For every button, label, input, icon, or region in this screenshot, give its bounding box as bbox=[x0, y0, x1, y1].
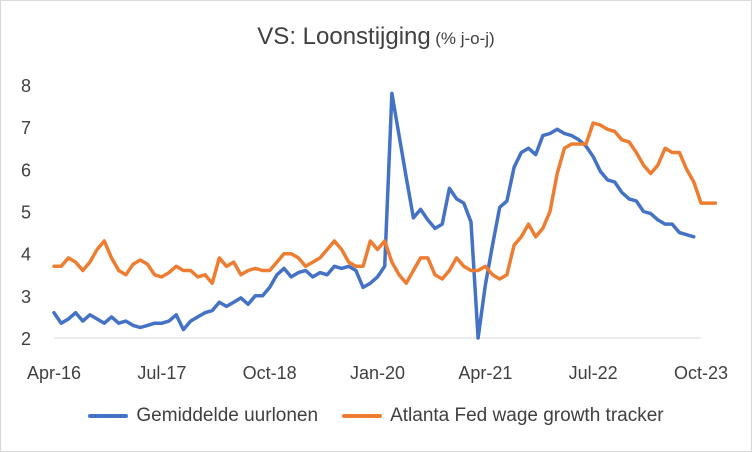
legend-item-series-1: Atlanta Fed wage growth tracker bbox=[342, 405, 664, 427]
line-chart: 2 3 4 5 6 7 8 Apr-16 Jul-17 Oct-18 Jan-20 Apr-21 Jul… bbox=[21, 76, 728, 383]
chart-title-main: VS: Loonstijging bbox=[257, 23, 431, 50]
x-tick-label: Jul-22 bbox=[569, 363, 618, 383]
x-tick-label: Oct-18 bbox=[243, 363, 297, 383]
series-line-1 bbox=[52, 121, 718, 285]
y-tick-label: 2 bbox=[21, 329, 31, 349]
x-tick-label: Apr-21 bbox=[458, 363, 512, 383]
x-tick-label: Jan-20 bbox=[350, 363, 405, 383]
series-line-0 bbox=[52, 91, 696, 340]
legend-label-series-1: Atlanta Fed wage growth tracker bbox=[390, 405, 664, 426]
chart-title-subtitle: (% j-o-j) bbox=[435, 29, 495, 48]
legend-item-series-0: Gemiddelde uurlonen bbox=[88, 405, 318, 427]
y-tick-label: 6 bbox=[21, 160, 31, 180]
y-tick-label: 8 bbox=[21, 76, 31, 96]
y-tick-label: 7 bbox=[21, 118, 31, 138]
y-tick-label: 4 bbox=[21, 245, 31, 265]
y-tick-label: 3 bbox=[21, 287, 31, 307]
x-tick-label: Jul-17 bbox=[137, 363, 186, 383]
x-tick-label: Oct-23 bbox=[674, 363, 728, 383]
y-tick-label: 5 bbox=[21, 203, 31, 223]
chart-legend: Gemiddelde uurlonen Atlanta Fed wage gro… bbox=[1, 405, 751, 427]
x-tick-label: Apr-16 bbox=[27, 363, 81, 383]
chart-title: VS: Loonstijging (% j-o-j) bbox=[1, 23, 751, 51]
legend-swatch-series-1 bbox=[342, 414, 383, 418]
legend-swatch-series-0 bbox=[88, 414, 129, 418]
legend-label-series-0: Gemiddelde uurlonen bbox=[136, 405, 319, 426]
